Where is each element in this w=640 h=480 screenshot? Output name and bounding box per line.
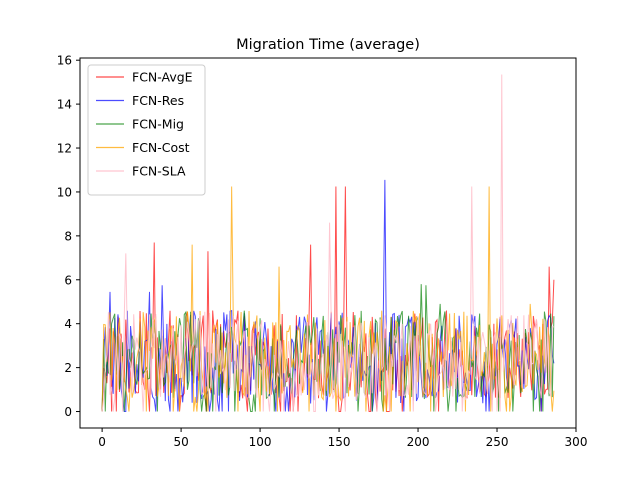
y-tick-label: 14 [57,98,72,112]
series-line-fcn-sla [101,74,554,413]
legend-label-fcn-sla: FCN-SLA [132,164,186,179]
series-line-fcn-res [101,179,555,413]
legend: FCN-AvgE FCN-Res FCN-Mig FCN-Cost FCN-SLA [87,64,206,196]
x-tick-label: 50 [173,435,188,449]
series-layer [101,74,555,413]
y-tick-label: 6 [64,273,72,287]
chart-title: Migration Time (average) [236,37,420,53]
y-tick-label: 16 [57,54,72,68]
x-tick-label: 300 [565,435,588,449]
y-tick-label: 4 [64,317,72,331]
x-tick-label: 0 [98,435,106,449]
x-tick-label: 100 [249,435,272,449]
legend-label-fcn-mig: FCN-Mig [132,117,184,132]
legend-label-fcn-avge: FCN-AvgE [132,70,193,85]
x-tick-label: 200 [407,435,430,449]
y-tick-label: 8 [64,229,72,243]
y-tick-label: 0 [64,405,72,419]
x-tick-label: 250 [486,435,509,449]
y-tick-label: 2 [64,361,72,375]
axes-layer: 0 50 100 150 200 250 300 0 2 4 6 8 10 12 14 16 [57,54,588,449]
legend-box [87,64,206,196]
legend-label-fcn-cost: FCN-Cost [132,140,190,155]
plot-frame [79,57,577,429]
y-tick-label: 12 [57,142,72,156]
x-tick-label: 150 [328,435,351,449]
legend-label-fcn-res: FCN-Res [132,93,184,108]
y-tick-label: 10 [57,185,72,199]
